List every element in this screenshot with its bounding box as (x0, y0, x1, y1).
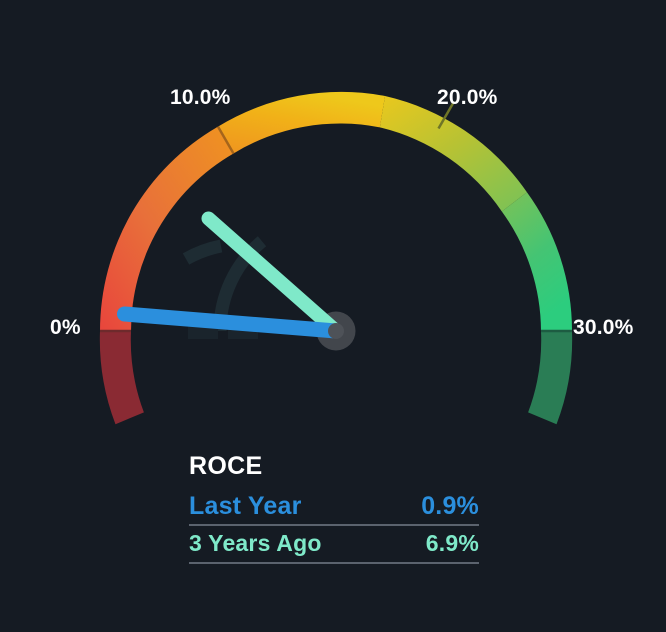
legend-label-last-year: Last Year (189, 492, 302, 520)
gauge-band-10-17 (218, 91, 386, 154)
gauge-tick-10 (216, 126, 235, 155)
gauge-hub-cap (328, 323, 344, 339)
legend-row-last-year: Last Year 0.9% (189, 492, 479, 526)
gauge-band-0-10 (100, 126, 234, 331)
legend-row-three-years-ago: 3 Years Ago 6.9% (189, 530, 479, 564)
gauge-inner-track-segment-a (182, 239, 223, 265)
gauge-needle-three-years-ago[interactable] (201, 211, 343, 338)
gauge-axis-label-20: 20.0% (437, 86, 498, 109)
gauge-axis-label-30: 30.0% (573, 316, 634, 339)
page-title: ROCE (189, 452, 263, 480)
gauge-needle-last-year[interactable] (117, 306, 344, 339)
legend-value-last-year: 0.9% (421, 492, 479, 520)
gauge-inner-track-tail-left (188, 325, 218, 339)
gauge-axis-label-10: 10.0% (170, 86, 231, 109)
gauge-axis-label-0: 0% (50, 316, 81, 339)
gauge-band-17-24 (379, 96, 527, 212)
legend-label-three-years-ago: 3 Years Ago (189, 530, 322, 556)
gauge-band-above-max (528, 331, 573, 425)
legend: ROCE Last Year 0.9% 3 Years Ago 6.9% (189, 451, 479, 564)
gauge-tick-20 (437, 101, 456, 130)
gauge-band-below-zero (99, 331, 144, 425)
legend-value-three-years-ago: 6.9% (425, 530, 479, 556)
gauge-band-24-30 (501, 192, 572, 331)
